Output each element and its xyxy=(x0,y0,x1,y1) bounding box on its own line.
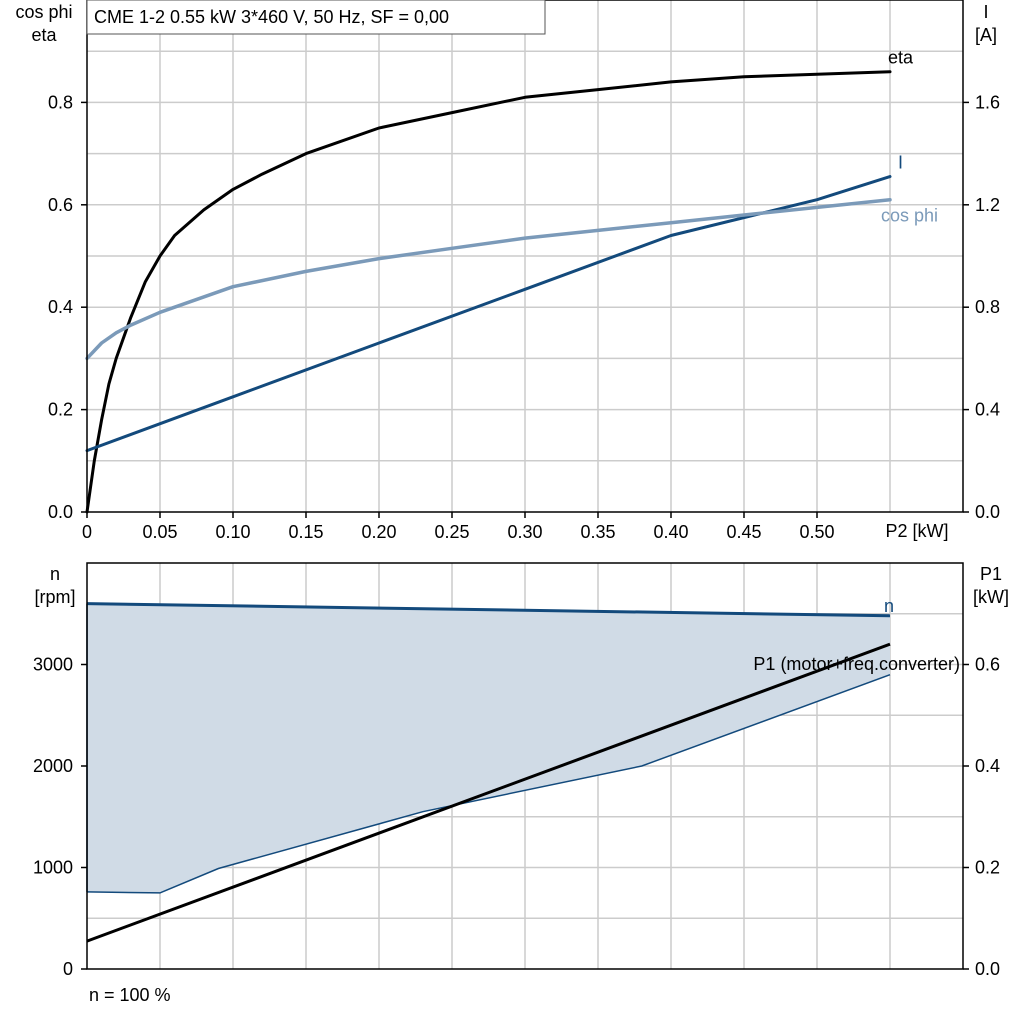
x-axis-title: P2 [kW] xyxy=(885,521,948,541)
x-tick-label: 0.25 xyxy=(434,522,469,542)
series-line-cos-phi xyxy=(85,197,892,361)
y-left-tick-label: 0.6 xyxy=(48,195,73,215)
y-right-tick-label: 1.2 xyxy=(975,195,1000,215)
series-label-i: I xyxy=(898,153,903,173)
y-left-tick-label: 0.0 xyxy=(48,502,73,522)
y-right-tick-label: 0.0 xyxy=(975,959,1000,979)
y-left-tick-label: 1000 xyxy=(33,858,73,878)
series-label-cos-phi: cos phi xyxy=(881,206,938,226)
top-left-axis-title-1: cos phi xyxy=(15,2,72,22)
series-line-i xyxy=(85,175,892,453)
series-label-n: n xyxy=(884,596,894,616)
title-box xyxy=(86,0,546,35)
y-left-tick-label: 0.8 xyxy=(48,92,73,112)
x-tick-label: 0.05 xyxy=(142,522,177,542)
y-right-tick-label: 0.6 xyxy=(975,655,1000,675)
y-right-tick-label: 0.0 xyxy=(975,502,1000,522)
bottom-panel: n P1 (motor+freq.converter) 0 1000 2000 3000… xyxy=(33,562,1009,1005)
x-tick-label: 0.10 xyxy=(215,522,250,542)
bottom-ticks: 0 1000 2000 3000 0.0 0.2 0.4 0.6 xyxy=(33,655,1000,980)
y-left-tick-label: 2000 xyxy=(33,756,73,776)
y-right-tick-label: 0.4 xyxy=(975,400,1000,420)
series-line-p1 xyxy=(86,642,891,943)
y-right-tick-label: 0.4 xyxy=(975,756,1000,776)
top-right-axis-title-2: [A] xyxy=(975,25,997,45)
x-tick-label: 0 xyxy=(82,522,92,542)
x-tick-label: 0.30 xyxy=(507,522,542,542)
bottom-left-axis-title-2: [rpm] xyxy=(34,587,75,607)
y-left-tick-label: 0 xyxy=(63,959,73,979)
y-left-tick-label: 0.2 xyxy=(48,400,73,420)
top-right-axis-title-1: I xyxy=(983,2,988,22)
bottom-left-axis-title-1: n xyxy=(50,564,60,584)
x-tick-label: 0.15 xyxy=(288,522,323,542)
series-line-eta xyxy=(85,70,892,514)
y-left-tick-label: 3000 xyxy=(33,655,73,675)
series-label-eta: eta xyxy=(888,48,914,68)
x-tick-label: 0.35 xyxy=(580,522,615,542)
top-left-axis-title-2: eta xyxy=(31,25,57,45)
x-tick-label: 0.20 xyxy=(361,522,396,542)
bottom-right-axis-title-1: P1 xyxy=(980,564,1002,584)
x-tick-label: 0.50 xyxy=(799,522,834,542)
chart-title: CME 1-2 0.55 kW 3*460 V, 50 Hz, SF = 0,0… xyxy=(94,7,449,27)
x-tick-label: 0.40 xyxy=(653,522,688,542)
bottom-series: n P1 (motor+freq.converter) xyxy=(86,596,960,943)
series-line-lower-boundary xyxy=(86,673,891,894)
operating-area xyxy=(87,603,890,893)
top-ticks: 0 0.05 0.10 0.15 0.20 0.25 0.30 0.35 0.40 0.45 0.5… xyxy=(48,92,1000,542)
y-right-tick-label: 0.2 xyxy=(975,858,1000,878)
top-grid xyxy=(87,0,963,512)
x-tick-label: 0.45 xyxy=(726,522,761,542)
series-label-p1: P1 (motor+freq.converter) xyxy=(753,654,960,674)
y-right-tick-label: 0.8 xyxy=(975,297,1000,317)
footer-note: n = 100 % xyxy=(89,985,171,1005)
y-left-tick-label: 0.4 xyxy=(48,297,73,317)
bottom-right-axis-title-2: [kW] xyxy=(973,587,1009,607)
series-line-n xyxy=(86,602,891,618)
y-right-tick-label: 1.6 xyxy=(975,92,1000,112)
